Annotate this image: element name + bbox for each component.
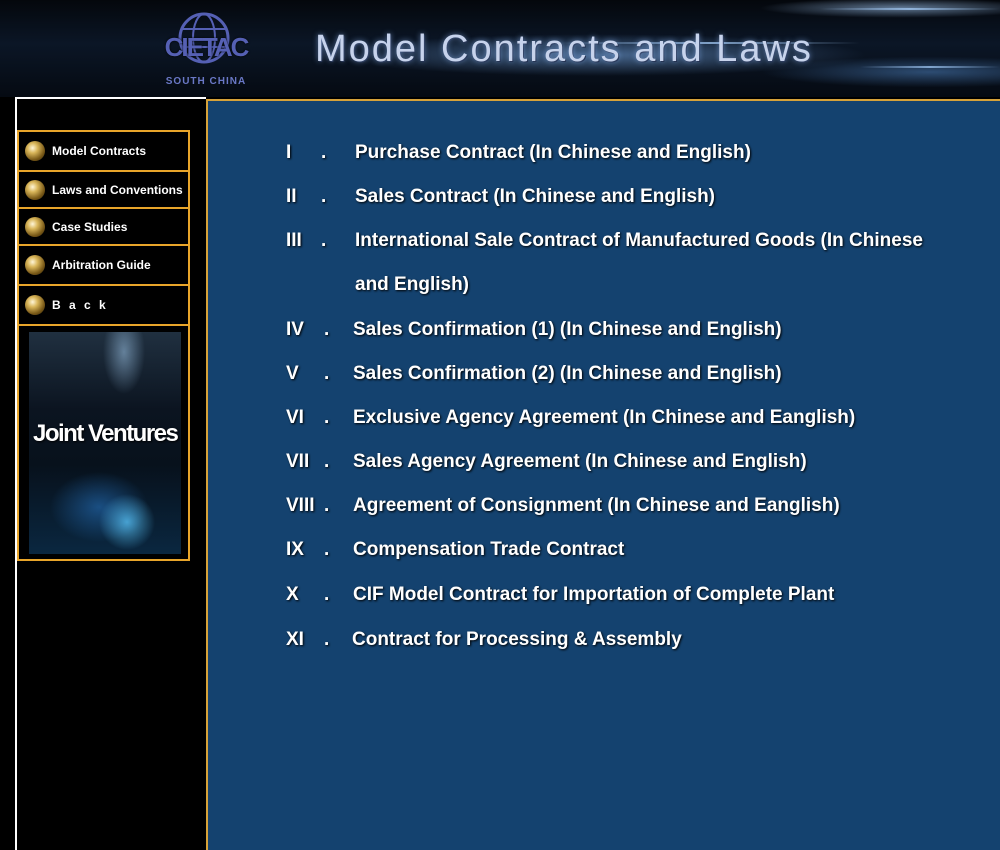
separator-dot: . [321,142,327,163]
bullet-orb-icon [25,216,45,237]
contract-title: Sales Agency Agreement (In Chinese and E… [353,451,807,472]
contract-link-4[interactable]: IV . Sales Confirmation (1) (In Chinese … [208,308,1000,352]
logo-subtext: SOUTH CHINA [165,76,247,87]
contract-link-6[interactable]: VI . Exclusive Agency Agreement (In Chin… [208,396,1000,440]
contract-title: Contract for Processing & Assembly [352,629,682,650]
sidebar-item-case-studies[interactable]: Case Studies [17,207,190,244]
globe-icon [178,12,230,64]
light-streak [820,8,1000,10]
bullet-orb-icon [25,141,45,161]
contract-number: V [286,363,299,384]
light-streak [560,42,860,44]
contract-title: Sales Contract (In Chinese and English) [355,186,716,207]
separator-dot: . [324,629,330,650]
contract-link-8[interactable]: VIII . Agreement of Consignment (In Chin… [208,484,1000,528]
contract-title: Sales Confirmation (2) (In Chinese and E… [353,363,782,384]
page-title: Model Contracts and Laws [315,28,813,70]
joint-ventures-banner[interactable]: Joint Ventures [17,324,190,561]
contract-number: XI [286,629,304,650]
separator-dot: . [321,230,327,251]
separator-dot: . [324,584,330,605]
contract-link-7[interactable]: VII . Sales Agency Agreement (In Chinese… [208,440,1000,484]
contract-title: Sales Confirmation (1) (In Chinese and E… [353,319,782,340]
left-strip [0,97,17,850]
contract-number: VIII [286,495,315,516]
contract-number: VI [286,407,304,428]
back-button[interactable]: B a c k [17,284,190,324]
sidebar-item-arbitration-guide[interactable]: Arbitration Guide [17,244,190,284]
light-streak [860,66,1000,68]
divider [17,97,206,99]
sidebar-item-model-contracts[interactable]: Model Contracts [17,130,190,170]
contract-title: CIF Model Contract for Importation of Co… [353,584,835,605]
bullet-orb-icon [25,295,45,315]
sidebar: Model Contracts Laws and Conventions Cas… [17,99,206,850]
separator-dot: . [324,319,330,340]
cietac-logo[interactable]: CIETAC SOUTH CHINA [158,12,254,90]
banner-title: Joint Ventures [33,420,179,447]
contract-link-10[interactable]: X . CIF Model Contract for Importation o… [208,573,1000,617]
contract-number: II [286,186,297,207]
contract-title: Compensation Trade Contract [353,539,625,560]
separator-dot: . [324,495,330,516]
contract-link-5[interactable]: V . Sales Confirmation (2) (In Chinese a… [208,352,1000,396]
bullet-orb-icon [25,255,45,275]
separator-dot: . [324,451,330,472]
main-content: I . Purchase Contract (In Chinese and En… [206,99,1000,850]
contract-number: IX [286,539,304,560]
contract-number: I [286,142,292,163]
contract-number: IV [286,319,304,340]
banner-image [29,332,181,554]
contract-number: VII [286,451,310,472]
contract-title: Exclusive Agency Agreement (In Chinese a… [353,407,856,428]
sidebar-nav: Model Contracts Laws and Conventions Cas… [17,130,190,561]
contract-title: International Sale Contract of Manufactu… [355,230,923,295]
contract-link-9[interactable]: IX . Compensation Trade Contract [208,528,1000,572]
sidebar-item-label: Model Contracts [52,144,147,158]
separator-dot: . [324,363,330,384]
contract-link-1[interactable]: I . Purchase Contract (In Chinese and En… [208,131,1000,175]
contract-number: III [286,230,302,251]
contract-title: Purchase Contract (In Chinese and Englis… [355,142,751,163]
separator-dot: . [324,407,330,428]
sidebar-item-laws-and-conventions[interactable]: Laws and Conventions [17,170,190,207]
sidebar-item-label: Case Studies [52,219,128,234]
sidebar-item-label: Laws and Conventions [52,182,183,197]
separator-dot: . [321,186,327,207]
bullet-orb-icon [25,179,45,200]
contract-number: X [286,584,299,605]
sidebar-item-label: Arbitration Guide [52,258,151,272]
logo-text: CIETAC [164,32,250,62]
header-banner: CIETAC SOUTH CHINA Model Contracts and L… [0,0,1000,97]
separator-dot: . [324,539,330,560]
contract-title: Agreement of Consignment (In Chinese and… [353,495,840,516]
contract-link-3[interactable]: III . International Sale Contract of Man… [208,219,1000,307]
contract-link-2[interactable]: II . Sales Contract (In Chinese and Engl… [208,175,1000,219]
back-label: B a c k [52,298,109,312]
contract-link-11[interactable]: XI . Contract for Processing & Assembly [208,618,1000,662]
